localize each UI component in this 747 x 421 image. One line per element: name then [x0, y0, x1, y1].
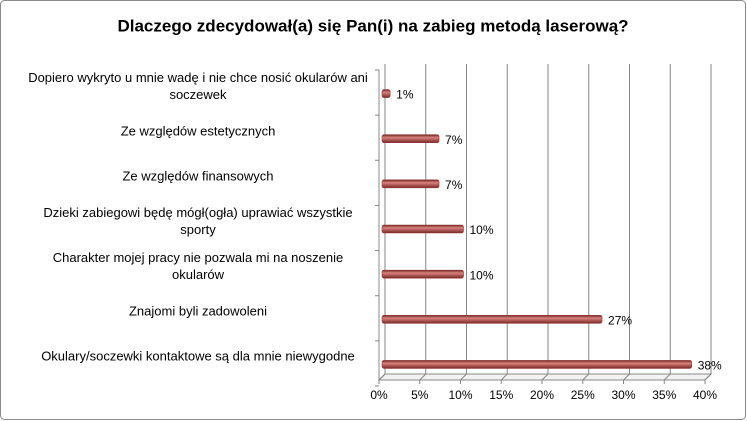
x-tick-label: 20%: [530, 388, 554, 402]
chart-title: Dlaczego zdecydował(a) się Pan(i) na zab…: [117, 16, 628, 35]
value-label: 10%: [470, 223, 494, 237]
grid-line: [460, 64, 467, 381]
x-tick-label: 40%: [693, 388, 717, 402]
category-label: Okulary/soczewki kontaktowe są dla mnie …: [41, 348, 355, 364]
x-tick-label: 30%: [611, 388, 635, 402]
category-label: Ze względów finansowych: [122, 168, 274, 184]
grid-line: [623, 64, 630, 381]
category-label: Ze względów estetycznych: [120, 123, 276, 139]
grid-line: [582, 64, 590, 381]
bar: [381, 360, 693, 369]
x-tick-label: 10%: [448, 388, 472, 402]
value-label: 1%: [396, 88, 414, 102]
grid-line: [419, 64, 427, 381]
x-tick-label: 0%: [370, 388, 388, 402]
value-label: 7%: [445, 133, 463, 147]
category-label: Znajomi byli zadowoleni: [128, 303, 267, 319]
bar: [381, 224, 464, 234]
x-tick-label: 25%: [571, 388, 595, 402]
grid-line: [541, 64, 549, 381]
bar: [381, 89, 391, 98]
bar: [381, 269, 464, 279]
category-label: Dzieki zabiegowi będę mógł(ogła) uprawia…: [43, 205, 353, 237]
grid-line: [704, 64, 712, 381]
category-label: Charakter mojej pracy nie pozwala mi na …: [52, 250, 344, 283]
bar: [381, 134, 440, 144]
value-label: 38%: [698, 359, 722, 373]
x-tick-label: 15%: [489, 388, 513, 402]
value-label: 7%: [445, 178, 463, 192]
value-label: 10%: [470, 268, 494, 282]
bar: [381, 179, 440, 189]
category-label: Dopiero wykryto u mnie wadę i nie chce n…: [28, 69, 368, 102]
x-tick-label: 5%: [411, 388, 429, 402]
bar: [381, 314, 603, 324]
grid-line: [500, 64, 508, 381]
grid-line: [378, 64, 386, 381]
value-label: 27%: [608, 313, 632, 327]
grid-line: [663, 64, 671, 381]
x-tick-label: 35%: [652, 388, 676, 402]
